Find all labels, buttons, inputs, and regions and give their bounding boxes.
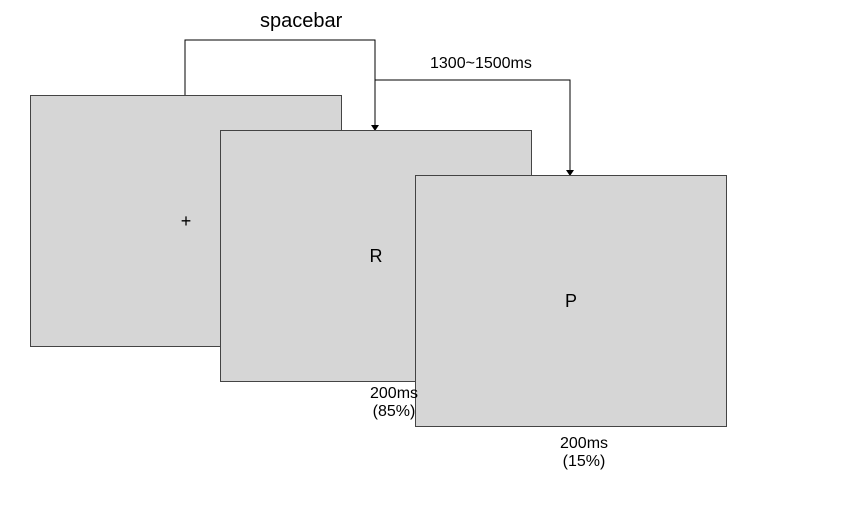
annotation-label_isi: 1300~1500ms bbox=[430, 55, 532, 73]
panel-stimP: P bbox=[415, 175, 727, 427]
panel-label-stimR: R bbox=[370, 246, 383, 267]
annotation-label_spacebar: spacebar bbox=[260, 10, 342, 33]
annotation-label_R_time: 200ms (85%) bbox=[370, 385, 418, 421]
panel-label-stimP: P bbox=[565, 291, 577, 312]
panel-label-fixation: + bbox=[181, 211, 192, 232]
annotation-label_P_time: 200ms (15%) bbox=[560, 435, 608, 471]
